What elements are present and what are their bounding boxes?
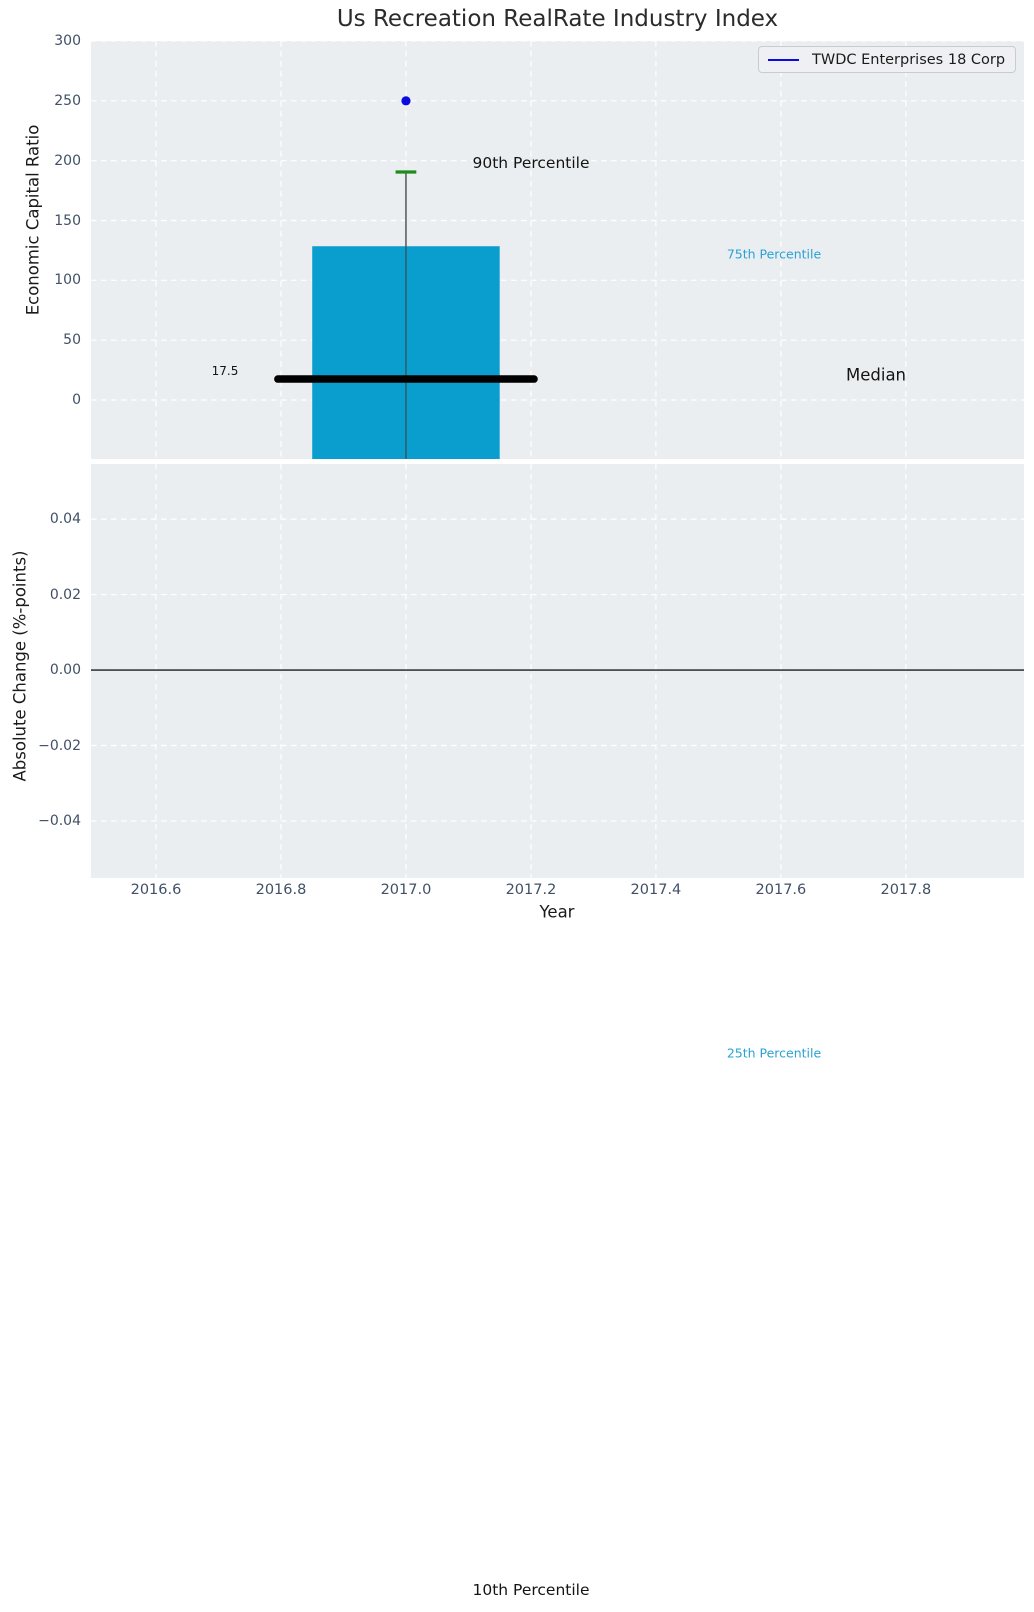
bottom-y-tick-label: −0.02 (38, 737, 81, 754)
bottom-y-tick-label: 0.00 (49, 662, 81, 679)
p75-label: 75th Percentile (726, 246, 822, 262)
legend-entry-label: TWDC Enterprises 18 Corp (812, 51, 1006, 68)
p25-label: 25th Percentile (726, 1045, 822, 1061)
top-y-tick-label: 150 (54, 212, 81, 229)
bottom-y-tick-label: 0.02 (49, 586, 81, 603)
bottom-y-axis-label: Absolute Change (%-points) (10, 550, 30, 782)
p10-label: 10th Percentile (472, 1581, 590, 1599)
chart-title: Us Recreation RealRate Industry Index (336, 6, 779, 32)
top-y-tick-label: 300 (54, 33, 81, 49)
bottom-y-tick-label: −0.04 (38, 813, 81, 829)
bottom-axes-background (91, 464, 1024, 878)
x-tick-label: 2017.4 (630, 882, 682, 898)
top-y-tick-label: 50 (63, 332, 81, 349)
top-y-tick-label: 200 (54, 152, 81, 169)
x-tick-label: 2016.8 (255, 882, 307, 898)
legend-line-swatch (768, 58, 799, 61)
x-tick-label: 2017.2 (505, 882, 557, 898)
top-y-tick-label: 100 (54, 272, 81, 289)
top-y-axis-label: Economic Capital Ratio (23, 124, 43, 316)
bottom-y-tick-label: 0.04 (49, 511, 81, 528)
company-data-point (401, 96, 411, 106)
x-axis-label: Year (539, 902, 575, 922)
legend: TWDC Enterprises 18 Corp (758, 46, 1016, 73)
top-axes-background (91, 41, 1024, 459)
x-tick-label: 2017.0 (380, 882, 432, 898)
median-value-label: 17.5 (211, 364, 239, 378)
top-y-tick-label: 0 (72, 392, 81, 408)
p90-label: 90th Percentile (472, 154, 590, 172)
top-y-tick-label: 250 (54, 92, 81, 109)
x-tick-label: 2017.6 (755, 882, 807, 898)
median-label: Median (845, 365, 907, 385)
x-tick-label: 2016.6 (130, 882, 182, 898)
x-tick-label: 2017.8 (880, 882, 932, 898)
